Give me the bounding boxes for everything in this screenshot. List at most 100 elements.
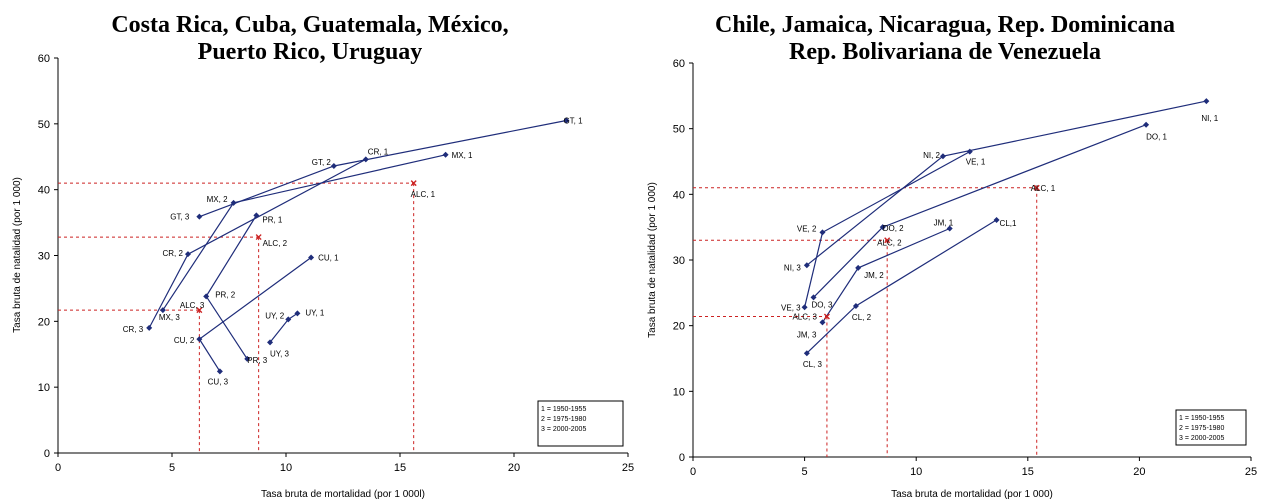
right-data-point xyxy=(946,225,953,232)
right-point-label: VE, 3 xyxy=(781,303,801,312)
right-point-label: VE, 2 xyxy=(797,224,817,233)
left-data-point xyxy=(146,324,153,331)
right-reference-marker xyxy=(884,237,891,244)
right-x-tick-label: 25 xyxy=(1245,466,1257,478)
right-point-label: NI, 3 xyxy=(784,263,801,272)
right-point-label: JM, 2 xyxy=(864,271,884,280)
left-y-tick-label: 0 xyxy=(44,448,50,460)
left-point-label: CU, 1 xyxy=(318,253,339,262)
right-data-point xyxy=(966,148,973,155)
left-legend-item: 3 = 2000-2005 xyxy=(541,426,586,433)
left-y-axis-title: Tasa bruta de natalidad (por 1 000) xyxy=(12,177,23,333)
right-y-tick-label: 60 xyxy=(673,58,685,70)
left-reference-marker xyxy=(196,307,203,314)
right-x-axis-title: Tasa bruta de mortalidad (por 1 000) xyxy=(891,489,1053,500)
right-x-tick-label: 0 xyxy=(690,466,696,478)
right-data-point xyxy=(819,319,826,326)
right-y-tick-label: 50 xyxy=(673,124,685,136)
chart-title-right: Chile, Jamaica, Nicaragua, Rep. Dominica… xyxy=(715,12,1175,65)
right-reference-label: ALC, 1 xyxy=(1031,184,1056,193)
left-point-label: UY, 3 xyxy=(270,349,290,358)
left-x-tick-label: 15 xyxy=(394,462,406,474)
right-point-label: NI, 1 xyxy=(1201,114,1218,123)
right-point-label: DO, 1 xyxy=(1146,133,1167,142)
left-y-tick-label: 20 xyxy=(38,316,50,328)
right-data-point xyxy=(1143,121,1150,128)
right-point-label: DO, 3 xyxy=(812,300,833,309)
left-point-label: GT, 1 xyxy=(563,117,583,126)
right-x-tick-label: 5 xyxy=(802,466,808,478)
left-x-tick-label: 5 xyxy=(169,462,175,474)
left-x-tick-label: 20 xyxy=(508,462,520,474)
right-data-point xyxy=(939,153,946,160)
left-point-label: CU, 2 xyxy=(174,336,195,345)
left-data-point xyxy=(563,117,570,124)
left-point-label: GT, 3 xyxy=(170,213,190,222)
left-y-tick-label: 30 xyxy=(38,251,50,263)
right-point-label: CL,1 xyxy=(1000,219,1017,228)
left-point-label: PR, 3 xyxy=(247,356,268,365)
left-data-point xyxy=(267,339,274,346)
left-legend-item: 2 = 1975-1980 xyxy=(541,416,586,423)
left-x-tick-label: 0 xyxy=(55,462,61,474)
right-reference-label: ALC, 3 xyxy=(792,312,817,321)
right-legend-item: 1 = 1950-1955 xyxy=(1179,415,1224,422)
right-data-point xyxy=(803,262,810,269)
right-point-label: VE, 1 xyxy=(966,158,986,167)
left-data-point xyxy=(442,151,449,158)
left-point-label: UY, 2 xyxy=(265,311,285,320)
right-data-point xyxy=(801,304,808,311)
left-data-point xyxy=(196,336,203,343)
left-data-point xyxy=(294,310,301,317)
left-point-label: CR, 3 xyxy=(123,325,144,334)
left-x-axis-title: Tasa bruta de mortalidad (por 1 000l) xyxy=(261,489,425,500)
left-data-point xyxy=(330,162,337,169)
right-reference-marker xyxy=(1033,184,1040,191)
left-point-label: MX, 3 xyxy=(159,313,180,322)
right-legend-box xyxy=(1175,409,1247,446)
right-data-point xyxy=(819,229,826,236)
right-data-point xyxy=(803,350,810,357)
left-point-label: GT, 2 xyxy=(312,158,332,167)
left-data-point xyxy=(308,254,315,261)
left-data-point xyxy=(285,316,292,323)
right-data-point xyxy=(879,224,886,231)
right-reference-label: ALC, 2 xyxy=(877,238,902,247)
left-reference-marker xyxy=(255,234,262,241)
left-y-tick-label: 10 xyxy=(38,382,50,394)
right-x-tick-label: 20 xyxy=(1133,466,1145,478)
right-legend-item: 3 = 2000-2005 xyxy=(1179,435,1224,442)
left-point-label: CR, 1 xyxy=(368,147,389,156)
left-y-tick-label: 40 xyxy=(38,185,50,197)
left-x-tick-label: 10 xyxy=(280,462,292,474)
right-point-label: NI, 2 xyxy=(923,151,940,160)
right-x-tick-label: 10 xyxy=(910,466,922,478)
left-data-point xyxy=(203,293,210,300)
left-point-label: PR, 1 xyxy=(262,215,283,224)
chart-title-left: Costa Rica, Cuba, Guatemala, México, Pue… xyxy=(111,12,509,65)
right-point-label: JM, 3 xyxy=(797,330,817,339)
left-legend-box xyxy=(537,400,624,447)
right-series-line xyxy=(806,219,997,354)
right-y-tick-label: 0 xyxy=(679,452,685,464)
right-data-point xyxy=(810,294,817,301)
right-point-label: CL, 2 xyxy=(852,313,872,322)
left-data-point xyxy=(230,199,237,206)
left-point-label: PR, 2 xyxy=(215,290,236,299)
right-y-tick-label: 30 xyxy=(673,255,685,267)
left-x-tick-label: 25 xyxy=(622,462,634,474)
right-reference-marker xyxy=(823,313,830,320)
right-y-tick-label: 20 xyxy=(673,321,685,333)
right-y-tick-label: 40 xyxy=(673,189,685,201)
left-point-label: CU, 3 xyxy=(208,377,229,386)
right-y-tick-label: 10 xyxy=(673,386,685,398)
left-data-point xyxy=(159,307,166,314)
right-data-point xyxy=(993,216,1000,223)
left-data-point xyxy=(184,251,191,258)
left-data-point xyxy=(216,368,223,375)
left-point-label: MX, 2 xyxy=(207,195,228,204)
right-y-axis-title: Tasa bruta de natalidad (por 1 000) xyxy=(647,182,658,338)
right-x-tick-label: 15 xyxy=(1022,466,1034,478)
